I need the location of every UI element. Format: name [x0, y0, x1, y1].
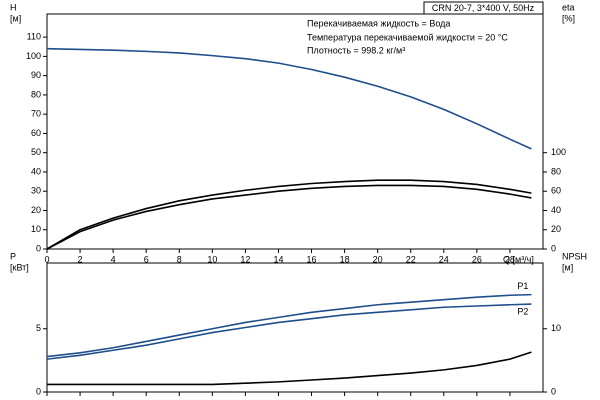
y2-tick-label: 10: [551, 323, 561, 333]
plot-frame: [46, 13, 544, 250]
curve: [46, 293, 532, 358]
x-tick-label: 2: [78, 254, 83, 264]
x-tick-label: 28: [505, 254, 515, 264]
y-tick-label: 5: [36, 323, 41, 333]
series-label: P1: [517, 281, 528, 291]
y-tick-label: 60: [31, 128, 41, 138]
chart-title: CRN 20-7, 3*400 V, 50Hz: [432, 3, 535, 13]
y2-tick-label: 100: [551, 147, 566, 157]
x-tick-label: 10: [207, 254, 217, 264]
y2-axis-unit: [%]: [562, 13, 575, 23]
y-tick-label: 30: [31, 186, 41, 196]
x-tick-label: 0: [44, 254, 49, 264]
y-axis-label: P: [10, 251, 16, 261]
y-tick-label: 110: [27, 31, 41, 41]
x-tick-label: 12: [240, 254, 250, 264]
annotation: Температура перекачиваемой жидкости = 20…: [307, 32, 508, 42]
series-label: P2: [517, 306, 528, 316]
y2-tick-label: 20: [551, 224, 561, 234]
y-tick-label: 90: [31, 70, 41, 80]
y-tick-label: 0: [36, 243, 41, 253]
x-tick-label: 20: [373, 254, 383, 264]
plot-frame: [46, 262, 544, 393]
y2-axis-label: eta: [562, 2, 575, 12]
y2-tick-label: 40: [551, 205, 561, 215]
x-tick-label: 16: [307, 254, 317, 264]
x-axis-label: Q [м³/ч]: [503, 254, 534, 264]
curve: [46, 303, 532, 360]
y-tick-label: 50: [31, 147, 41, 157]
x-tick-label: 8: [177, 254, 182, 264]
y-tick-label: 40: [31, 166, 41, 176]
y-axis-label: H: [10, 2, 17, 12]
curve: [46, 47, 532, 150]
y2-tick-label: 0: [551, 243, 556, 253]
curve: [47, 351, 532, 386]
annotation: Плотность = 998.2 кг/м³: [307, 45, 405, 55]
x-tick-label: 4: [111, 254, 116, 264]
y-tick-label: 80: [31, 89, 41, 99]
y-tick-label: 100: [26, 51, 41, 61]
x-tick-label: 18: [340, 254, 350, 264]
x-tick-label: 26: [472, 254, 482, 264]
y2-tick-label: 0: [551, 386, 556, 396]
y-axis-unit: [м]: [10, 13, 21, 23]
x-tick-label: 6: [144, 254, 149, 264]
y-tick-label: 0: [36, 386, 41, 396]
y-tick-label: 10: [31, 224, 41, 234]
y2-axis-unit: [м]: [562, 262, 573, 272]
curve: [46, 184, 532, 250]
curve: [46, 179, 532, 250]
x-tick-label: 22: [406, 254, 416, 264]
y-tick-label: 70: [31, 109, 41, 119]
annotation: Перекачиваемая жидкость = Вода: [307, 18, 450, 28]
y2-tick-label: 60: [551, 186, 561, 196]
y2-axis-label: NPSH: [562, 251, 587, 261]
x-tick-label: 24: [439, 254, 449, 264]
x-tick-label: 14: [273, 254, 283, 264]
y-axis-unit: [кВт]: [10, 262, 29, 272]
y-tick-label: 20: [31, 205, 41, 215]
y2-tick-label: 80: [551, 166, 561, 176]
